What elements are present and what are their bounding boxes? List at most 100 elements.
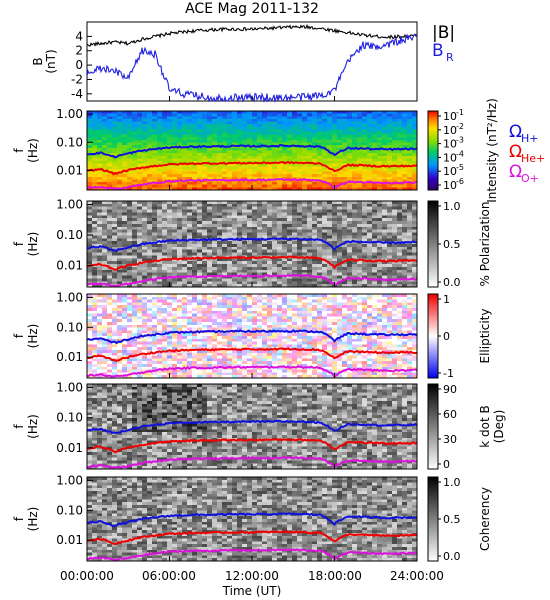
heatmap-cell	[362, 206, 368, 210]
colorbar-tick-label: 10	[443, 124, 457, 137]
heatmap-cell	[202, 218, 208, 222]
heatmap-cell	[182, 294, 188, 298]
heatmap-cell	[372, 223, 378, 228]
heatmap-cell	[372, 201, 378, 205]
heatmap-cell	[212, 184, 218, 188]
heatmap-cell	[97, 229, 103, 233]
heatmap-cell	[127, 358, 133, 362]
heatmap-cell	[292, 116, 298, 120]
heatmap-cell	[222, 266, 228, 271]
heatmap-cell	[227, 322, 233, 326]
heatmap-cell	[187, 261, 193, 265]
heatmap-cell	[207, 147, 213, 151]
heatmap-cell	[197, 155, 203, 159]
heatmap-cell	[102, 176, 108, 180]
heatmap-cell	[272, 126, 278, 130]
heatmap-cell	[342, 118, 348, 122]
heatmap-cell	[112, 296, 118, 300]
heatmap-cell	[122, 221, 128, 225]
heatmap-cell	[247, 150, 253, 154]
heatmap-cell	[272, 139, 278, 143]
heatmap-cell	[132, 139, 138, 143]
heatmap-cell	[147, 269, 153, 274]
heatmap-cell	[212, 166, 218, 170]
heatmap-cell	[177, 281, 183, 285]
heatmap-cell	[157, 261, 163, 265]
heatmap-cell	[362, 261, 368, 265]
heatmap-cell	[202, 166, 208, 170]
heatmap-cell	[132, 275, 138, 279]
heatmap-cell	[202, 336, 208, 340]
heatmap-cell	[272, 166, 278, 170]
heatmap-cell	[192, 221, 198, 225]
heatmap-cell	[237, 364, 243, 368]
heatmap-cell	[207, 126, 213, 130]
heatmap-cell	[242, 327, 248, 331]
heatmap-cell	[112, 121, 118, 125]
heatmap-cell	[197, 296, 203, 300]
heatmap-cell	[327, 249, 333, 253]
heatmap-cell	[92, 352, 98, 356]
heatmap-cell	[207, 121, 213, 125]
heatmap-cell	[362, 212, 368, 216]
heatmap-cell	[322, 278, 328, 282]
heatmap-cell	[397, 161, 403, 165]
heatmap-cell	[352, 168, 358, 172]
heatmap-cell	[372, 174, 378, 178]
heatmap-cell	[117, 336, 123, 340]
heatmap-cell	[152, 218, 158, 222]
colorbar-tick-label: 1.0	[443, 200, 461, 213]
heatmap-cell	[212, 116, 218, 120]
heatmap-cell	[207, 203, 213, 208]
heatmap-cell	[367, 137, 373, 141]
heatmap-cell	[212, 113, 218, 117]
heatmap-cell	[122, 158, 128, 162]
heatmap-cell	[397, 281, 403, 285]
heatmap-cell	[197, 284, 203, 288]
heatmap-cell	[177, 313, 183, 317]
heatmap-cell	[332, 171, 338, 175]
heatmap-cell	[317, 111, 323, 115]
heatmap-cell	[112, 206, 118, 210]
heatmap-cell	[307, 201, 313, 205]
heatmap-cell	[192, 284, 198, 288]
heatmap-cell	[87, 310, 93, 314]
heatmap-cell	[367, 206, 373, 210]
heatmap-cell	[367, 161, 373, 165]
heatmap-cell	[272, 275, 278, 279]
heatmap-cell	[142, 184, 148, 188]
heatmap-cell	[292, 221, 298, 225]
heatmap-cell	[242, 316, 248, 320]
heatmap-cell	[327, 147, 333, 151]
heatmap-cell	[192, 264, 198, 268]
heatmap-cell	[97, 302, 103, 306]
heatmap-cell	[157, 223, 163, 228]
heatmap-cell	[367, 244, 373, 248]
heatmap-cell	[412, 223, 418, 228]
heatmap-cell	[152, 316, 158, 320]
heatmap-cell	[407, 121, 413, 125]
heatmap-cell	[332, 215, 338, 219]
heatmap-cell	[272, 111, 278, 115]
heatmap-cell	[227, 269, 233, 274]
heatmap-cell	[352, 235, 358, 239]
heatmap-cell	[337, 209, 343, 213]
heatmap-cell	[362, 118, 368, 122]
heatmap-cell	[252, 241, 258, 245]
heatmap-cell	[202, 249, 208, 253]
heatmap-cell	[207, 358, 213, 362]
heatmap-cell	[112, 319, 118, 323]
heatmap-cell	[317, 284, 323, 288]
heatmap-cell	[117, 206, 123, 210]
heatmap-cell	[307, 179, 313, 183]
heatmap-cell	[177, 126, 183, 130]
heatmap-cell	[232, 308, 238, 312]
heatmap-cell	[127, 229, 133, 233]
heatmap-cell	[407, 201, 413, 205]
heatmap-cell	[202, 209, 208, 213]
heatmap-cell	[352, 150, 358, 154]
heatmap-cell	[147, 258, 153, 262]
heatmap-cell	[412, 142, 418, 146]
heatmap-cell	[287, 142, 293, 146]
heatmap-cell	[262, 264, 268, 268]
